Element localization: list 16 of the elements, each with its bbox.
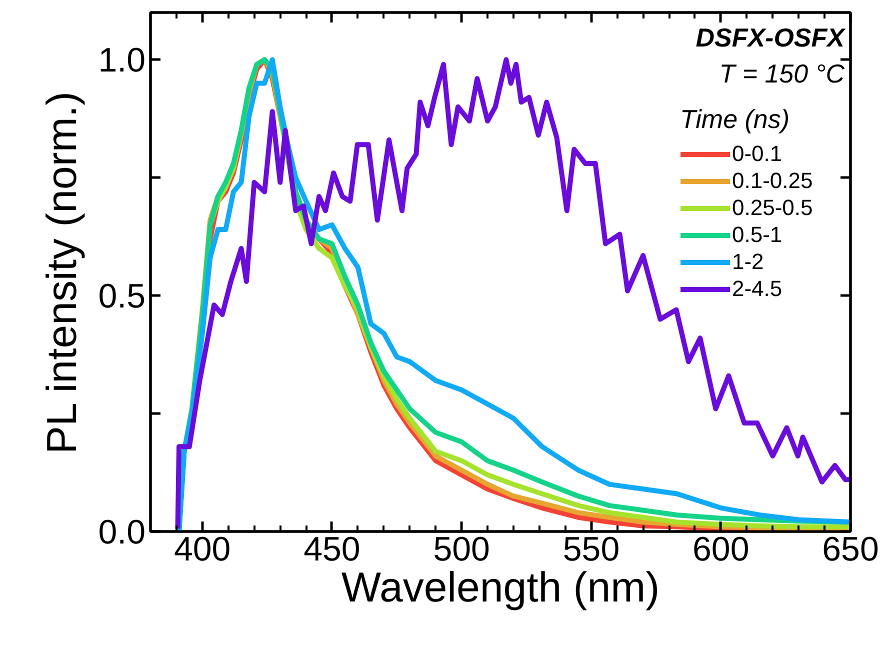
legend-title: Time (ns) [680,104,791,135]
legend-label: 0-0.1 [732,141,782,167]
x-tick-label: 650 [822,530,879,568]
y-axis-title: PL intensity (norm.) [38,91,86,454]
legend-label: 1-2 [732,249,764,275]
x-tick-label: 600 [692,530,750,568]
annotation: DSFX-OSFX [696,22,846,52]
legend-label: 0.1-0.25 [732,168,813,194]
x-tick-label: 400 [174,530,231,568]
y-tick-label: 1.0 [98,42,146,80]
annotation: T = 150 °C [719,58,845,88]
y-tick-label: 0.5 [98,278,146,316]
legend-label: 0.25-0.5 [732,195,813,221]
y-tick-label: 0.0 [98,514,146,552]
legend-label: 0.5-1 [732,222,782,248]
legend-label: 2-4.5 [732,276,782,302]
